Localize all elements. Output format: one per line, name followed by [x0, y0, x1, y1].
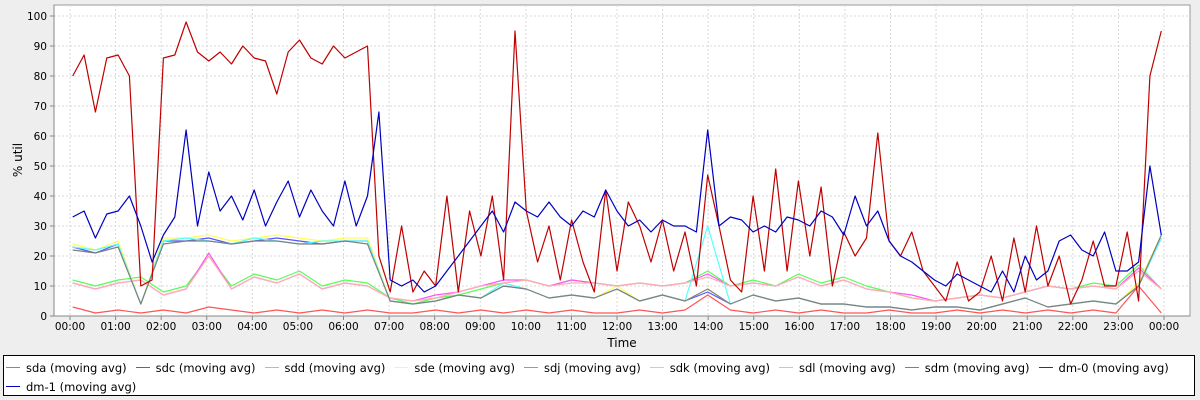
x-tick-label: 17:00 [830, 321, 860, 333]
x-tick-label: 11:00 [556, 321, 586, 333]
legend-label: sde (moving avg) [414, 360, 515, 375]
legend-item-sda: sda (moving avg) [6, 358, 127, 377]
utilization-chart: 0 10 20 30 40 50 60 70 80 90 100 00:00 01:00 02:00 03… [11, 4, 1191, 350]
y-tick-label: 40 [34, 191, 47, 203]
x-tick-label: 19:00 [921, 321, 951, 333]
x-tick-label: 23:00 [1103, 321, 1133, 333]
y-tick-label: 20 [34, 251, 47, 263]
y-tick-label: 90 [34, 41, 47, 53]
legend-swatch [524, 367, 538, 368]
legend-item-sdm: sdm (moving avg) [904, 358, 1030, 377]
series-lines [72, 21, 1162, 314]
legend-swatch [778, 367, 793, 368]
legend-label: sdk (moving avg) [669, 360, 770, 375]
legend-item-sdl: sdl (moving avg) [778, 358, 896, 377]
y-tick-label: 10 [34, 281, 47, 293]
y-tick-label: 30 [34, 221, 47, 233]
x-tick-label: 10:00 [511, 321, 541, 333]
legend-swatch [264, 367, 279, 368]
x-axis-ticks: 00:00 01:00 02:00 03:00 04:00 05:00 06:00 07:00… [55, 316, 1179, 333]
x-tick-label: 02:00 [146, 321, 176, 333]
legend-swatch [135, 367, 150, 368]
y-tick-label: 0 [40, 311, 47, 323]
legend-label: sda (moving avg) [26, 360, 127, 375]
legend-label: sdd (moving avg) [284, 360, 386, 375]
y-tick-label: 70 [34, 101, 47, 113]
x-tick-label: 00:00 [1149, 321, 1179, 333]
y-axis-label: % util [11, 143, 25, 177]
legend-label: sdj (moving avg) [544, 360, 641, 375]
legend-swatch [394, 367, 409, 368]
legend-label: sdm (moving avg) [924, 360, 1030, 375]
series-line-sdm [72, 234, 1162, 311]
legend-item-sdj: sdj (moving avg) [524, 358, 641, 377]
x-tick-label: 21:00 [1012, 321, 1042, 333]
x-tick-label: 20:00 [967, 321, 997, 333]
x-tick-label: 14:00 [693, 321, 723, 333]
x-tick-label: 05:00 [283, 321, 313, 333]
legend-swatch [904, 367, 919, 368]
series-line-dm-0 [72, 21, 1162, 305]
legend-swatch [6, 386, 20, 387]
x-axis-label: Time [606, 336, 636, 350]
legend-item-sde: sde (moving avg) [394, 358, 515, 377]
legend-label: sdc (moving avg) [155, 360, 256, 375]
x-tick-label: 08:00 [420, 321, 450, 333]
legend-item-sdc: sdc (moving avg) [135, 358, 256, 377]
legend-swatch [649, 367, 664, 368]
x-tick-label: 01:00 [100, 321, 130, 333]
legend-item-sdd: sdd (moving avg) [264, 358, 386, 377]
legend-item-dm-1: dm-1 (moving avg) [6, 377, 136, 396]
x-tick-label: 07:00 [374, 321, 404, 333]
plot-background [53, 4, 1191, 317]
legend-swatch [6, 367, 20, 368]
legend-swatch [1038, 367, 1053, 368]
x-tick-label: 12:00 [602, 321, 632, 333]
legend: sda (moving avg) sdc (moving avg) sdd (mov… [3, 355, 1195, 396]
series-line-sdl [72, 255, 1162, 302]
legend-label: dm-0 (moving avg) [1058, 360, 1169, 375]
x-tick-label: 06:00 [328, 321, 358, 333]
legend-label: sdl (moving avg) [798, 360, 896, 375]
x-tick-label: 22:00 [1058, 321, 1088, 333]
x-tick-label: 04:00 [237, 321, 267, 333]
legend-item-sdk: sdk (moving avg) [649, 358, 770, 377]
y-tick-label: 60 [34, 131, 47, 143]
x-tick-label: 16:00 [784, 321, 814, 333]
y-tick-label: 100 [27, 11, 47, 23]
legend-item-dm-0: dm-0 (moving avg) [1038, 358, 1169, 377]
series-line-dm-1 [72, 111, 1162, 293]
x-tick-label: 09:00 [465, 321, 495, 333]
legend-label: dm-1 (moving avg) [26, 379, 137, 394]
y-axis-ticks: 0 10 20 30 40 50 60 70 80 90 100 [27, 11, 54, 323]
x-tick-label: 15:00 [739, 321, 769, 333]
y-tick-label: 80 [34, 71, 47, 83]
x-tick-label: 03:00 [192, 321, 222, 333]
series-line-sda [72, 285, 1162, 314]
x-tick-label: 18:00 [875, 321, 905, 333]
x-tick-label: 00:00 [55, 321, 85, 333]
x-tick-label: 13:00 [647, 321, 677, 333]
y-tick-label: 50 [34, 161, 47, 173]
